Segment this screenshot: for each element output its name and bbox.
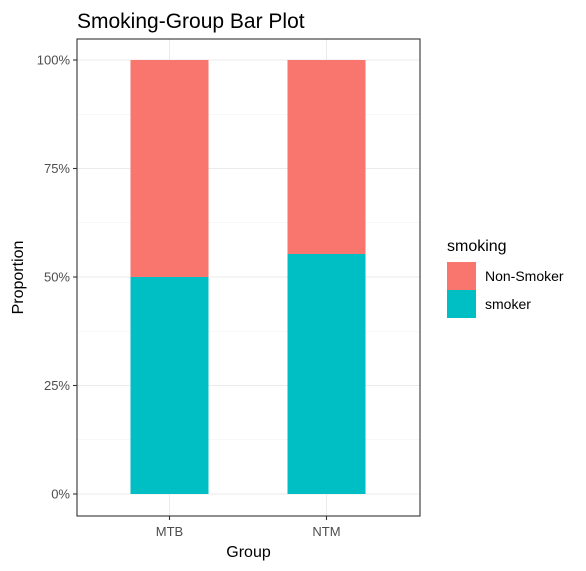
y-tick-label: 25%	[44, 378, 70, 393]
y-tick-label: 75%	[44, 161, 70, 176]
x-axis-title: Group	[226, 544, 271, 561]
y-axis-title: Proportion	[10, 241, 27, 315]
bar-mtb-non-smoker	[130, 60, 209, 277]
bar-ntm-smoker	[287, 253, 366, 494]
bars	[130, 60, 366, 494]
x-tick-label: NTM	[312, 524, 340, 539]
legend-title: smoking	[447, 238, 507, 255]
x-axis: MTB NTM	[156, 516, 341, 539]
y-tick-label: 50%	[44, 270, 70, 285]
legend-key-non-smoker	[447, 262, 476, 290]
x-tick-label: MTB	[156, 524, 183, 539]
y-tick-label: 0%	[51, 487, 70, 502]
y-axis: 0% 25% 50% 75% 100%	[37, 53, 77, 502]
legend: smoking Non-Smoker smoker	[447, 238, 564, 318]
legend-label: smoker	[485, 296, 531, 312]
bar-mtb-smoker	[130, 277, 209, 494]
chart-title: Smoking-Group Bar Plot	[77, 10, 305, 33]
legend-label: Non-Smoker	[485, 268, 564, 284]
legend-key-smoker	[447, 290, 476, 318]
bar-ntm-non-smoker	[287, 60, 366, 254]
y-tick-label: 100%	[37, 53, 71, 68]
grid-lines	[77, 39, 420, 516]
